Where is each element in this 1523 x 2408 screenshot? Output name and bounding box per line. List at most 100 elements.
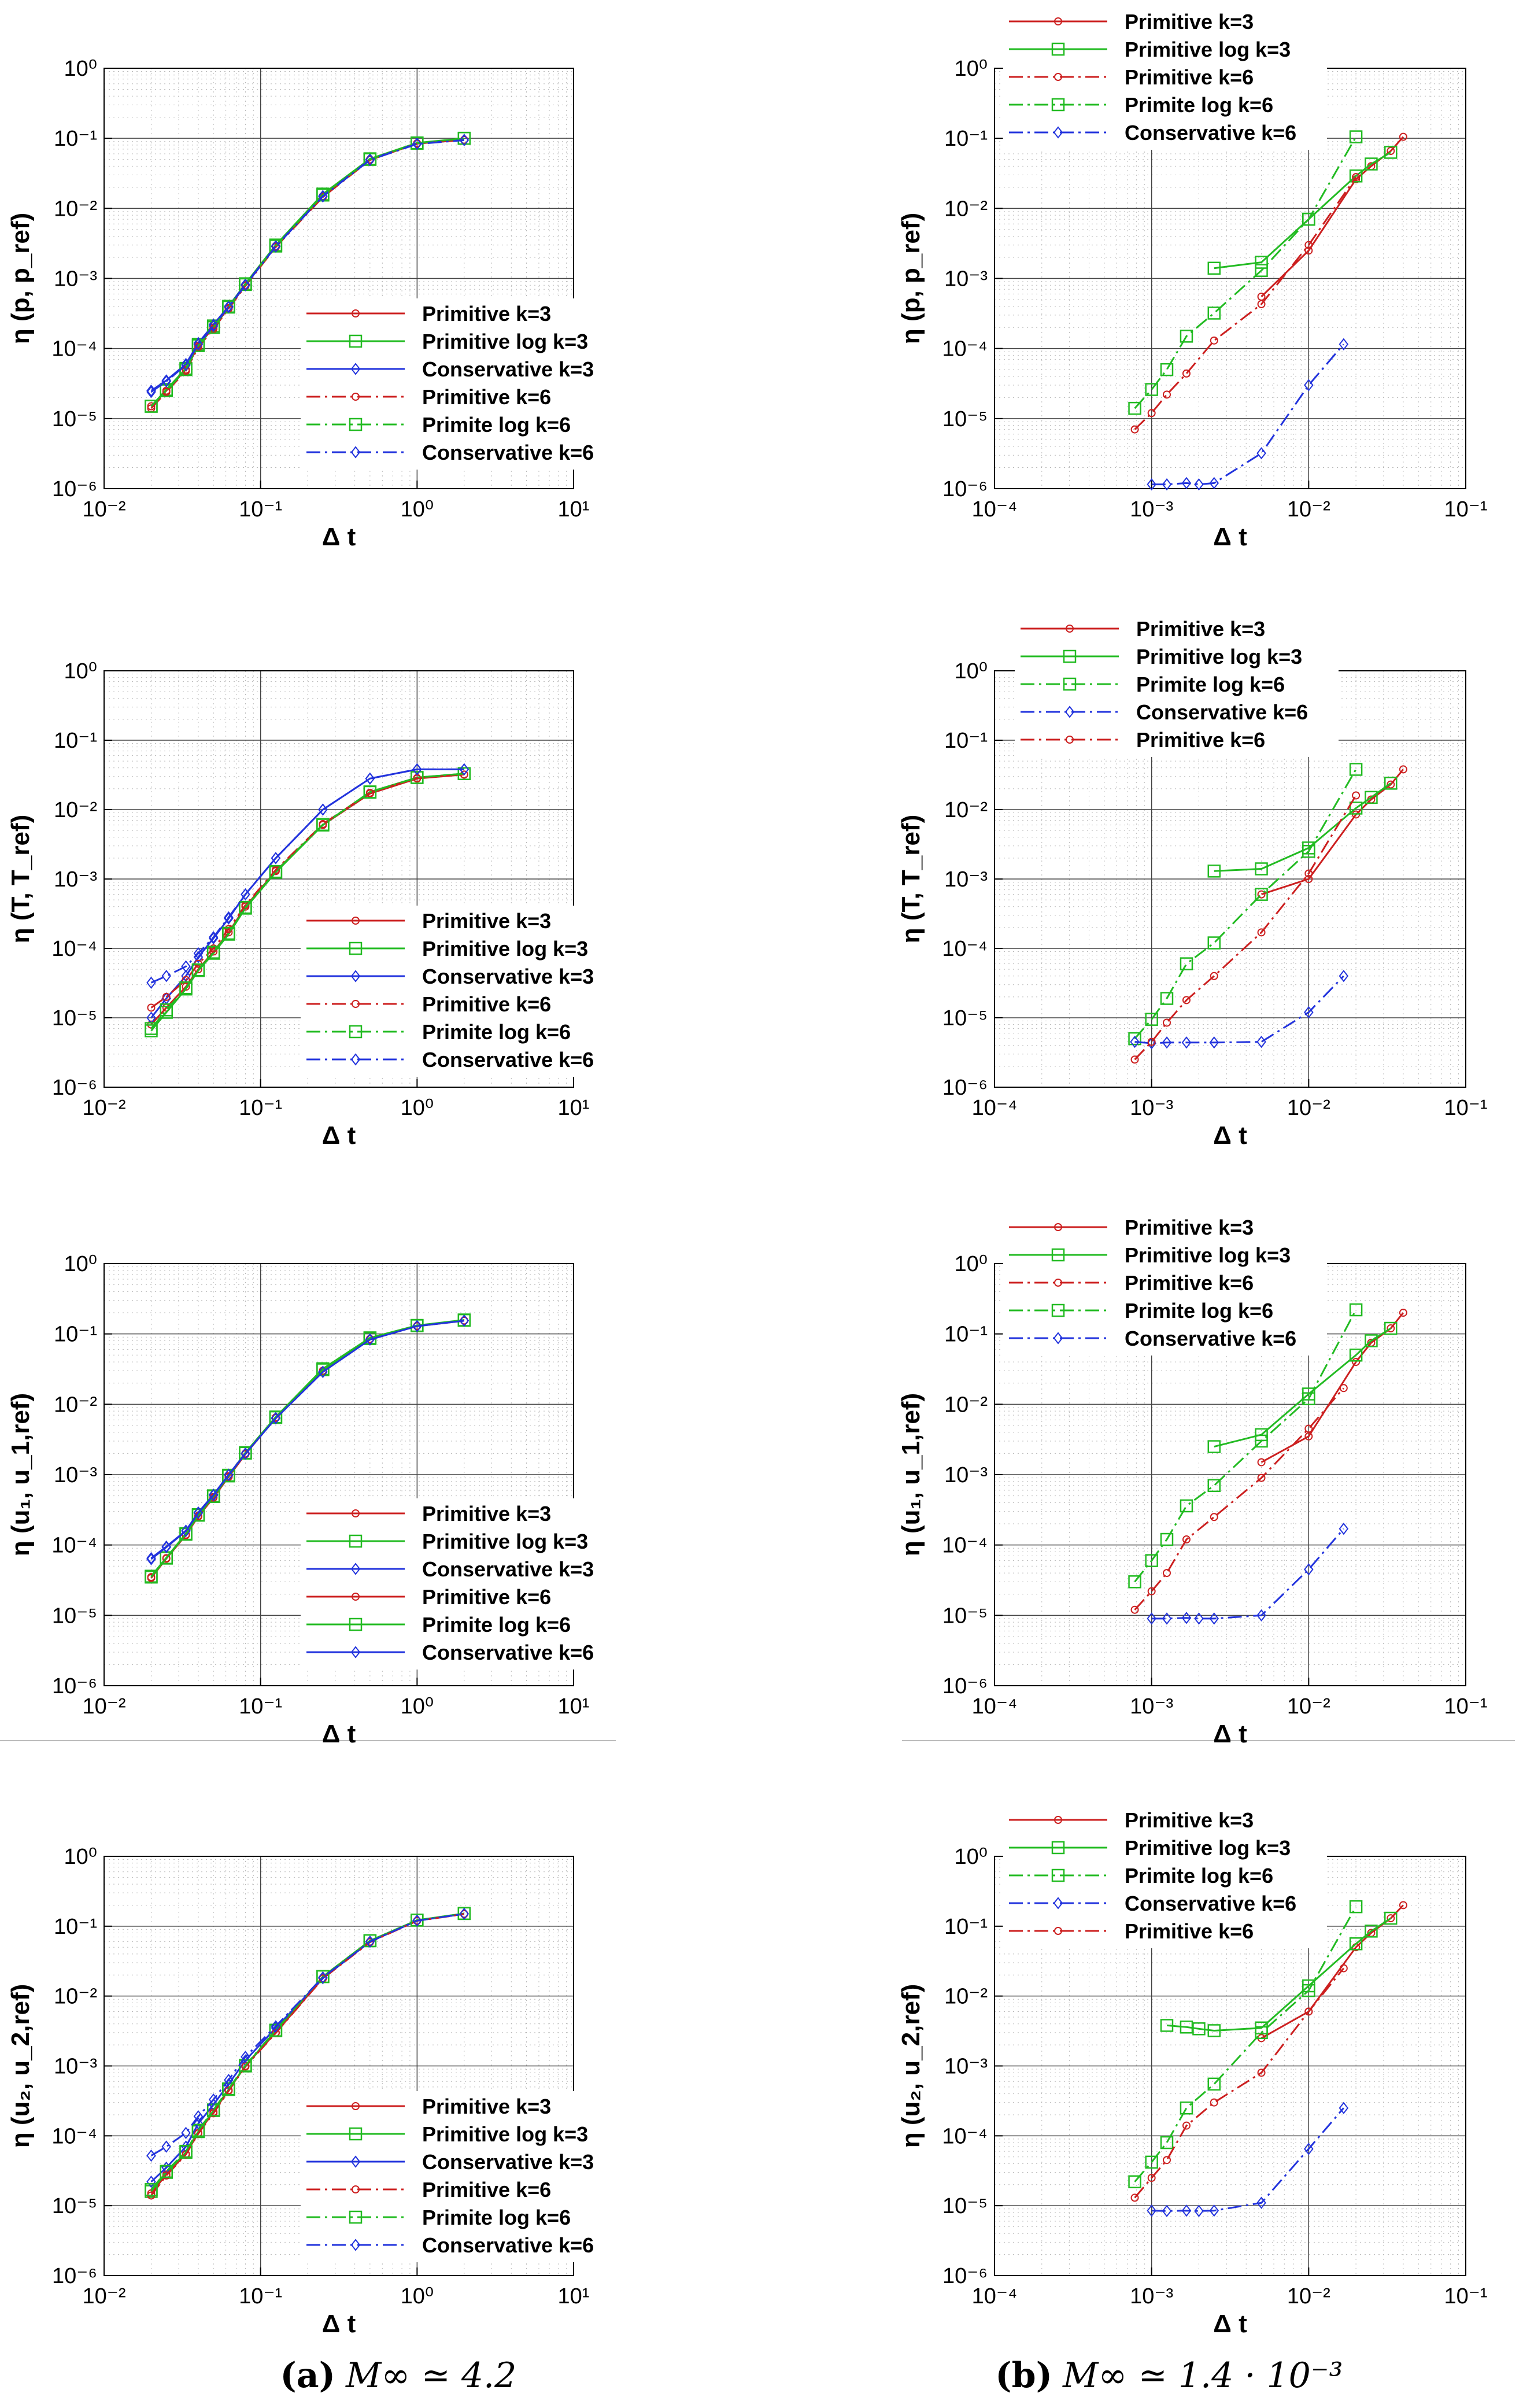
- data-point: [145, 2183, 158, 2196]
- data-point: [1194, 1612, 1204, 1625]
- data-point: [271, 852, 281, 865]
- y-tick-label: 10⁻²: [944, 197, 988, 221]
- series-line: [1151, 2107, 1344, 2212]
- data-point: [1207, 2077, 1221, 2091]
- legend-marker: [1066, 625, 1074, 633]
- data-point: [1182, 2121, 1191, 2130]
- series-line: [1134, 769, 1357, 1040]
- data-point: [318, 190, 328, 203]
- x-axis-label: Δ t: [322, 2310, 356, 2338]
- data-point: [269, 865, 283, 878]
- y-tick-label: 10⁻⁴: [942, 937, 988, 961]
- data-point: [1128, 2175, 1141, 2189]
- y-tick-label: 10⁰: [64, 57, 97, 81]
- y-axis-label: η (u₂, u_2,ref): [897, 1984, 925, 2148]
- legend-label: Primitive k=3: [422, 2095, 551, 2118]
- chart-b-T: 10⁻⁴ 10⁻³ 10⁻² 10⁻¹ 10⁻⁶ 10⁻⁵ 10⁻⁴ 10⁻³ 10⁻² 10⁻¹…: [897, 614, 1487, 1150]
- y-tick-label: 10⁰: [64, 1845, 97, 1869]
- y-tick-label: 10⁻³: [54, 867, 97, 892]
- series-line: [1134, 975, 1344, 1044]
- data-point: [146, 1553, 156, 1565]
- data-point: [1181, 477, 1192, 490]
- legend-marker: [350, 446, 361, 459]
- data-point: [1384, 1911, 1398, 1925]
- y-tick-label: 10⁻⁴: [942, 2124, 988, 2148]
- data-point: [412, 763, 422, 776]
- data-point: [365, 154, 375, 167]
- x-tick-label: 10⁻³: [1130, 497, 1173, 522]
- legend-marker: [349, 2127, 363, 2141]
- data-point: [1207, 936, 1221, 950]
- x-tick-label: 10⁻²: [83, 497, 126, 522]
- data-point: [191, 2123, 205, 2137]
- data-point: [1384, 146, 1398, 159]
- legend-marker: [350, 1646, 361, 1659]
- series-conservative-k-6: [1147, 338, 1349, 491]
- series-line: [1134, 136, 1357, 409]
- data-point: [161, 2140, 171, 2153]
- series-primitive-k-3: [1257, 132, 1407, 301]
- data-point: [1352, 791, 1361, 800]
- data-point: [194, 2129, 202, 2138]
- data-point: [271, 240, 281, 253]
- series-conservative-k-6: [1130, 970, 1349, 1050]
- legend-marker: [1054, 17, 1062, 25]
- y-tick-label: 10⁻⁶: [52, 2264, 97, 2288]
- series-line: [1151, 344, 1344, 486]
- legend-background: [301, 298, 624, 470]
- y-axis-label: η (p, p_ref): [6, 213, 35, 344]
- x-axis-label: Δ t: [322, 523, 356, 551]
- x-tick-label: 10⁻¹: [239, 1694, 282, 1719]
- series-line: [1214, 782, 1392, 872]
- data-point: [1147, 1587, 1156, 1596]
- data-point: [161, 970, 171, 983]
- legend-label: Primitive log k=3: [1125, 1243, 1291, 1267]
- data-point: [1181, 2204, 1192, 2217]
- data-point: [1384, 777, 1398, 790]
- x-tick-label: 10⁻¹: [239, 1096, 282, 1120]
- data-point: [1256, 1609, 1266, 1622]
- y-tick-label: 10⁻⁴: [942, 337, 988, 361]
- series-line: [1260, 136, 1404, 298]
- data-point: [1387, 147, 1395, 156]
- legend-marker: [1051, 1868, 1065, 1882]
- series-conservative-k-6: [146, 134, 470, 398]
- data-point: [1349, 1937, 1363, 1951]
- legend: Primitive k=3 Primitive log k=3 Conservati…: [301, 298, 624, 470]
- legend-marker: [1053, 126, 1063, 139]
- x-tick-label: 10⁻²: [83, 1096, 126, 1120]
- y-tick-label: 10⁰: [64, 659, 97, 684]
- data-point: [1210, 1513, 1218, 1521]
- series-primitive-log-k-3: [1207, 777, 1398, 878]
- x-tick-label: 10⁻¹: [239, 497, 282, 522]
- y-tick-label: 10⁻⁴: [51, 937, 97, 961]
- data-point: [208, 319, 219, 333]
- y-tick-label: 10⁻¹: [944, 127, 988, 151]
- x-tick-label: 10⁻¹: [1444, 497, 1488, 522]
- data-point: [1302, 844, 1315, 858]
- data-point: [206, 946, 220, 959]
- data-point: [1399, 1901, 1407, 1910]
- legend-label: Primitive k=3: [1125, 1216, 1254, 1239]
- data-point: [1194, 2204, 1204, 2217]
- data-point: [318, 1365, 328, 1379]
- y-tick-label: 10⁻²: [54, 1393, 97, 1417]
- series-line: [1214, 152, 1392, 269]
- legend-label: Conservative k=3: [422, 1557, 594, 1581]
- y-tick-label: 10⁻⁴: [942, 1534, 988, 1558]
- y-tick-label: 10⁻²: [944, 1393, 988, 1417]
- chart-a-p: 10⁻² 10⁻¹ 10⁰ 10¹ 10⁻⁶ 10⁻⁵ 10⁻⁴ 10⁻³ 10⁻² 10⁻¹ 10…: [6, 57, 624, 551]
- data-point: [181, 2126, 191, 2139]
- y-tick-label: 10⁻¹: [54, 127, 97, 151]
- y-tick-label: 10⁰: [954, 1845, 988, 1869]
- data-point: [1365, 791, 1378, 804]
- y-tick-label: 10⁻²: [54, 1985, 97, 2009]
- data-point: [1209, 477, 1219, 490]
- x-tick-label: 10⁰: [401, 1096, 434, 1120]
- caption-a-letter: (a): [280, 2355, 335, 2396]
- legend: Primitive k=3 Primitive log k=3 Primite lo…: [1003, 1805, 1327, 1948]
- y-tick-label: 10⁻³: [944, 1463, 988, 1487]
- legend-label: Primitive k=6: [1125, 1919, 1254, 1943]
- y-tick-label: 10⁻⁵: [52, 1604, 97, 1628]
